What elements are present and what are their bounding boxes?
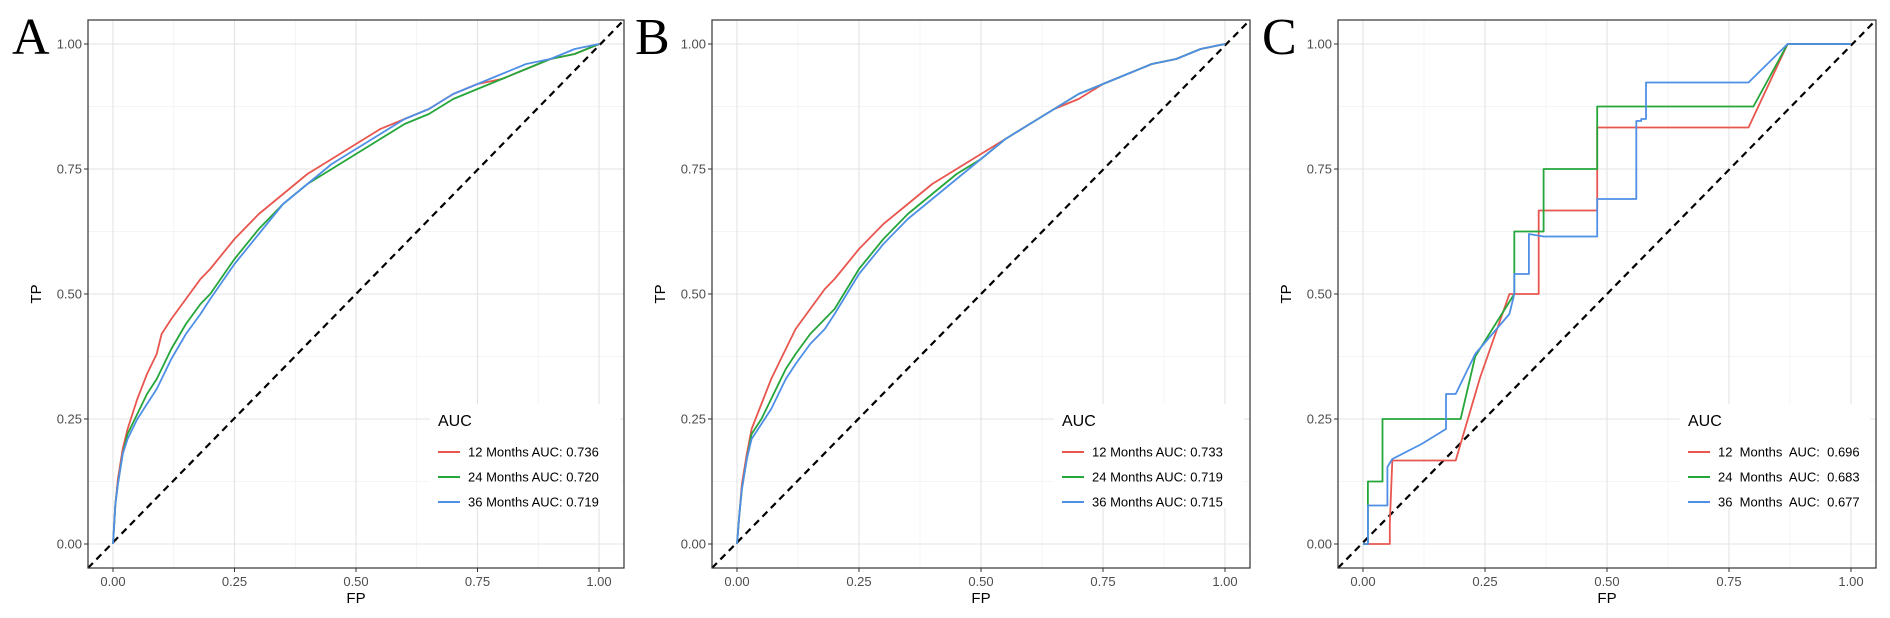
reference-diagonal-line [87,19,625,569]
roc-series-line-1 [1363,43,1851,545]
legend-entry-label: 24 Months AUC: 0.719 [1092,470,1223,485]
legend: AUC 12 Months AUC: 0.696 24 Months AUC: 0.… [1680,404,1870,510]
roc-series-line-3 [736,43,1226,545]
y-tick-label: 0.00 [57,537,82,552]
y-tick-label: 0.75 [1307,162,1332,177]
x-tick-label: 0.25 [846,574,871,589]
y-tick-label: 0.50 [57,287,82,302]
x-axis-title: FP [346,590,365,607]
x-tick-label: 0.00 [724,574,749,589]
y-tick-label: 0.50 [681,287,706,302]
x-tick-label: 1.00 [1838,574,1863,589]
panel-letter: B [635,9,670,66]
reference-diagonal-line [1337,19,1877,569]
roc-series-line-1 [112,43,600,545]
y-tick-label: 0.75 [681,162,706,177]
legend-entry-label: 36 Months AUC: 0.715 [1092,495,1223,510]
legend-entry-label: 12 Months AUC: 0.696 [1718,445,1860,460]
x-tick-label: 0.50 [1594,574,1619,589]
y-tick-label: 1.00 [1307,37,1332,52]
legend-entry-label: 24 Months AUC: 0.720 [468,470,599,485]
y-tick-label: 1.00 [681,37,706,52]
x-tick-label: 0.50 [343,574,368,589]
y-tick-label: 0.25 [57,412,82,427]
roc-panel-c: 0.00 0.25 0.50 0.75 1.00 0.00 0.25 0.50 0.75 1.00… [1262,9,1877,607]
legend-entry-label: 36 Months AUC: 0.677 [1718,495,1860,510]
x-tick-label: 0.00 [100,574,125,589]
x-tick-label: 0.50 [968,574,993,589]
y-tick-label: 1.00 [57,37,82,52]
legend-entry-label: 24 Months AUC: 0.683 [1718,470,1860,485]
y-tick-label: 0.75 [57,162,82,177]
y-tick-label: 0.00 [1307,537,1332,552]
x-tick-label: 0.25 [1472,574,1497,589]
x-tick-label: 1.00 [586,574,611,589]
roc-series-line-3 [112,43,600,545]
legend: AUC 12 Months AUC: 0.733 24 Months AUC: 0.… [1054,404,1244,510]
legend: AUC 12 Months AUC: 0.736 24 Months AUC: 0.… [430,404,620,510]
roc-panel-a: 0.00 0.25 0.50 0.75 1.00 0.00 0.25 0.50 0.75 1.00… [12,9,625,607]
roc-series-line-3 [1363,43,1851,545]
reference-diagonal-line [711,19,1251,569]
x-tick-label: 0.00 [1350,574,1375,589]
x-axis-title: FP [971,590,990,607]
panel-letter: C [1262,9,1297,66]
legend-entry-label: 36 Months AUC: 0.719 [468,495,599,510]
x-tick-label: 0.25 [222,574,247,589]
y-tick-label: 0.50 [1307,287,1332,302]
x-tick-label: 1.00 [1212,574,1237,589]
y-axis-title: TP [1278,284,1295,303]
legend-background [1054,404,1244,508]
legend-background [1680,404,1870,508]
y-tick-label: 0.25 [681,412,706,427]
x-tick-label: 0.75 [1090,574,1115,589]
roc-series-line-2 [1363,43,1851,545]
legend-entry-label: 12 Months AUC: 0.733 [1092,445,1223,460]
roc-series-line-2 [112,43,600,545]
y-axis-title: TP [28,284,45,303]
y-tick-label: 0.00 [681,537,706,552]
x-axis-title: FP [1597,590,1616,607]
x-tick-label: 0.75 [1716,574,1741,589]
y-axis-title: TP [652,284,669,303]
legend-title: AUC [438,413,472,430]
panel-letter: A [12,9,50,66]
legend-background [430,404,620,508]
y-tick-label: 0.25 [1307,412,1332,427]
legend-title: AUC [1688,413,1722,430]
legend-entry-label: 12 Months AUC: 0.736 [468,445,599,460]
roc-panel-b: 0.00 0.25 0.50 0.75 1.00 0.00 0.25 0.50 0.75 1.00… [635,9,1251,607]
x-tick-label: 0.75 [465,574,490,589]
legend-title: AUC [1062,413,1096,430]
